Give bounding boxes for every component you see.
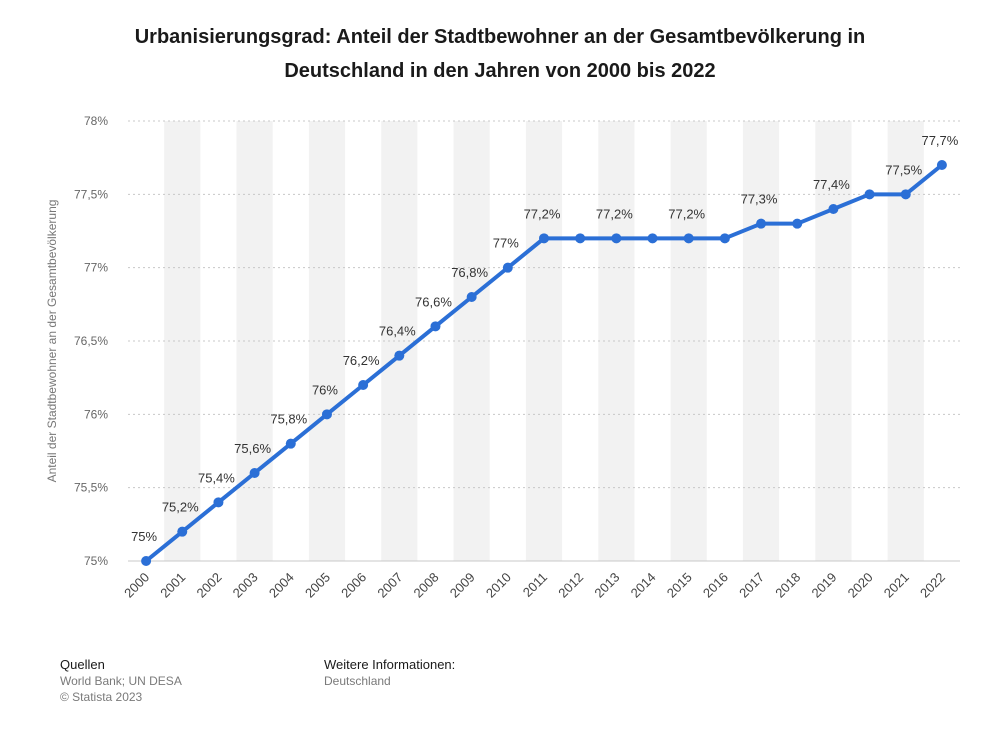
x-tick-label: 2009 [447,570,478,601]
data-point [213,497,224,508]
chart-title-line-2: Deutschland in den Jahren von 2000 bis 2… [284,60,716,82]
sources-heading: Quellen [60,657,105,672]
line-chart: 75% 75,5% 76% 76,5% 77% 77,5% 78% Anteil der St… [45,114,960,601]
data-label: 77,3% [741,192,778,207]
data-label: 77,2% [524,206,561,221]
data-point [539,233,549,244]
data-point [394,350,405,361]
chart-title-line-1: Urbanisierungsgrad: Anteil der Stadtbewo… [134,26,866,48]
x-tick-label: 2003 [230,570,261,601]
data-label: 76,2% [343,353,380,368]
y-tick-label: 76% [84,407,108,421]
data-point [430,321,441,332]
data-point [285,438,296,449]
data-label: 77,7% [921,133,958,148]
chart-title: Urbanisierungsgrad: Anteil der Stadtbewo… [60,20,940,88]
data-point [647,233,658,244]
data-point [792,218,803,229]
x-tick-label: 2002 [193,570,224,601]
data-label: 77,2% [596,206,633,221]
data-label: 75,8% [270,412,307,427]
x-tick-label: 2019 [808,570,839,601]
data-point [177,526,188,537]
data-point [683,233,694,244]
data-point [828,204,839,214]
y-tick-label: 75% [84,554,108,568]
x-tick-label: 2006 [338,570,369,601]
data-point [936,160,947,170]
data-label: 76,8% [451,265,488,280]
data-label: 75,4% [198,470,235,485]
x-tick-label: 2014 [628,570,659,601]
data-label: 75,6% [234,441,271,456]
data-point [321,409,332,420]
x-tick-label: 2021 [881,570,912,601]
info-heading: Weitere Informationen: [324,657,456,672]
y-axis-label: Anteil der Stadtbewohner an der Gesamtbe… [45,200,59,483]
x-tick-label: 2007 [374,570,405,601]
data-point [719,233,730,244]
y-tick-label: 76,5% [74,334,108,348]
data-label: 75,2% [162,500,199,515]
info-block: Weitere Informationen: Deutschland [324,657,455,689]
data-point [141,556,152,566]
data-point [358,380,369,390]
data-label: 76,6% [415,294,452,309]
data-label: 76,4% [379,324,416,339]
data-label: 77,2% [668,206,705,221]
info-text: Deutschland [324,674,391,688]
copyright-text: © Statista 2023 [60,690,143,704]
data-label: 77,4% [813,177,850,192]
data-point [756,218,767,229]
data-label: 77% [493,236,519,251]
data-point [900,189,911,200]
x-tick-label: 2016 [700,570,731,601]
data-point [575,233,586,244]
x-tick-label: 2005 [302,570,333,601]
x-tick-label: 2011 [520,570,550,600]
x-tick-label: 2012 [555,570,586,601]
x-tick-label: 2020 [845,570,876,601]
sources-block: Quellen World Bank; UN DESA © Statista 2… [60,657,182,705]
data-point [249,468,260,478]
x-tick-label: 2008 [411,570,442,601]
x-tick-label: 2001 [157,570,188,601]
x-tick-label: 2022 [917,570,948,601]
sources-text: World Bank; UN DESA [60,674,182,688]
data-point [864,189,875,200]
x-tick-label: 2015 [664,570,695,601]
data-point [611,233,622,244]
data-label: 76% [312,382,338,397]
y-tick-label: 77% [84,261,108,275]
x-tick-label: 2004 [266,570,297,601]
data-label: 75% [131,529,157,544]
data-point [466,292,477,302]
x-tick-label: 2010 [483,570,514,601]
data-point [502,262,513,273]
x-tick-label: 2000 [121,570,152,601]
y-tick-label: 75,5% [74,481,108,495]
y-tick-label: 77,5% [74,187,108,201]
x-tick-label: 2017 [736,570,767,601]
x-tick-label: 2013 [591,570,622,601]
data-label: 77,5% [885,162,922,177]
x-tick-label: 2018 [772,570,803,601]
y-tick-label: 78% [84,114,108,128]
